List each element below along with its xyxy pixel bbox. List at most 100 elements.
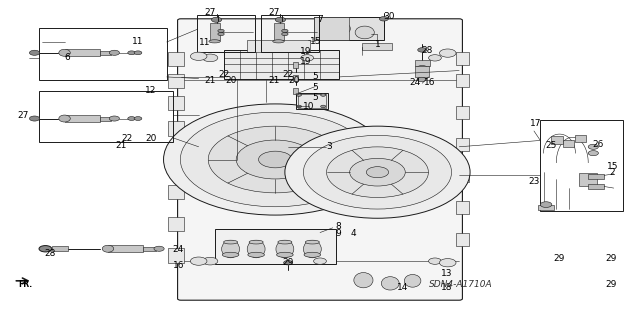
Bar: [293, 62, 298, 68]
Text: 12: 12: [145, 86, 156, 95]
Bar: [261, 15, 319, 51]
Text: 3: 3: [326, 142, 332, 151]
Text: 18: 18: [441, 283, 452, 292]
Text: 11: 11: [199, 38, 211, 47]
Text: 27: 27: [204, 8, 216, 17]
Bar: [362, 43, 392, 50]
Circle shape: [301, 55, 314, 61]
Circle shape: [321, 94, 326, 96]
Circle shape: [208, 126, 342, 193]
Ellipse shape: [273, 40, 284, 43]
Circle shape: [128, 51, 136, 55]
Text: 25: 25: [545, 141, 557, 150]
Circle shape: [296, 94, 301, 96]
Bar: [540, 121, 623, 211]
Text: 8: 8: [335, 222, 340, 231]
Bar: [575, 135, 586, 142]
Ellipse shape: [404, 274, 421, 287]
Circle shape: [440, 49, 456, 57]
Text: 19: 19: [300, 57, 312, 66]
Bar: [246, 41, 310, 51]
Circle shape: [429, 55, 442, 61]
Text: FR.: FR.: [19, 279, 33, 288]
Circle shape: [440, 259, 456, 267]
Text: 6: 6: [65, 53, 70, 62]
Bar: [563, 140, 574, 147]
Bar: [588, 174, 604, 179]
Ellipse shape: [223, 240, 237, 244]
Circle shape: [109, 50, 120, 55]
Bar: [415, 60, 430, 66]
Ellipse shape: [381, 277, 399, 290]
Text: 4: 4: [350, 229, 356, 238]
Text: 11: 11: [132, 38, 144, 47]
Bar: [298, 94, 326, 108]
Text: 29: 29: [605, 279, 616, 288]
Circle shape: [211, 17, 221, 22]
Text: 21: 21: [115, 141, 127, 150]
Text: 26: 26: [592, 140, 604, 149]
Bar: [168, 96, 184, 110]
Ellipse shape: [304, 252, 321, 257]
Bar: [39, 91, 173, 142]
Circle shape: [282, 33, 288, 36]
Bar: [456, 52, 468, 65]
Circle shape: [202, 54, 218, 62]
Text: 20: 20: [289, 76, 300, 85]
Bar: [456, 138, 468, 151]
Text: 2: 2: [610, 168, 615, 177]
Circle shape: [285, 126, 470, 218]
Circle shape: [164, 104, 387, 215]
Text: 29: 29: [282, 258, 294, 267]
Circle shape: [588, 144, 598, 149]
Text: 7: 7: [317, 15, 323, 24]
Circle shape: [284, 261, 292, 265]
Ellipse shape: [354, 272, 373, 288]
Circle shape: [128, 117, 136, 121]
Bar: [168, 122, 184, 136]
Circle shape: [417, 77, 426, 82]
Circle shape: [418, 48, 427, 52]
Ellipse shape: [305, 240, 319, 244]
Bar: [100, 117, 111, 121]
Text: 13: 13: [441, 269, 452, 278]
Text: 30: 30: [383, 12, 395, 21]
Ellipse shape: [278, 240, 292, 244]
Circle shape: [588, 151, 598, 156]
Ellipse shape: [303, 240, 321, 258]
Text: 29: 29: [554, 254, 565, 263]
Text: 24: 24: [173, 245, 184, 254]
Circle shape: [366, 167, 388, 178]
Bar: [168, 153, 184, 167]
Circle shape: [236, 140, 314, 179]
Bar: [579, 173, 596, 187]
Circle shape: [180, 112, 371, 207]
Text: 15: 15: [607, 162, 618, 171]
Circle shape: [134, 51, 142, 55]
Bar: [39, 28, 167, 80]
Bar: [293, 88, 298, 94]
Circle shape: [380, 17, 388, 21]
Circle shape: [275, 17, 285, 22]
Ellipse shape: [276, 252, 293, 257]
Bar: [538, 204, 554, 210]
Bar: [168, 74, 184, 88]
Circle shape: [202, 257, 218, 265]
Circle shape: [296, 105, 301, 108]
Bar: [210, 23, 220, 41]
Text: 15: 15: [310, 37, 321, 46]
Text: 1: 1: [374, 40, 380, 49]
Text: 19: 19: [300, 47, 312, 56]
Circle shape: [321, 105, 326, 108]
Circle shape: [349, 159, 405, 186]
Circle shape: [417, 65, 428, 70]
Bar: [168, 51, 184, 66]
Text: 21: 21: [204, 76, 216, 85]
Text: 28: 28: [422, 46, 433, 56]
Bar: [168, 185, 184, 199]
Text: 29: 29: [605, 254, 616, 263]
Ellipse shape: [249, 240, 263, 244]
Text: 23: 23: [528, 177, 540, 186]
Ellipse shape: [247, 240, 265, 258]
Circle shape: [190, 257, 207, 265]
